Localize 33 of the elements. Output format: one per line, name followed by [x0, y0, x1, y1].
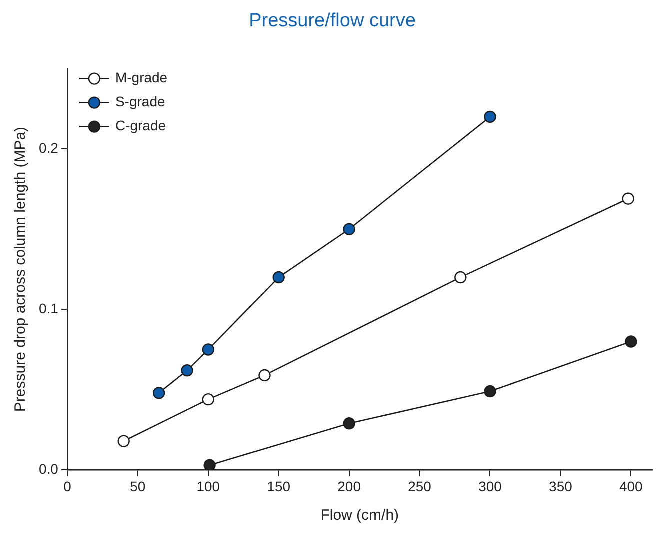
point	[152, 387, 166, 400]
y-axis-title: Pressure drop across column length (MPa)	[12, 126, 30, 412]
x-tick-label: 250	[408, 478, 432, 494]
chart-title: Pressure/flow curve	[249, 10, 416, 32]
legend-label: M-grade	[115, 70, 168, 86]
point	[118, 435, 130, 448]
x-tick-label: 100	[196, 478, 220, 494]
point	[202, 393, 214, 406]
point	[343, 418, 356, 430]
x-tick-label: 0	[64, 478, 72, 494]
legend-label: C-grade	[115, 118, 166, 134]
x-tick-label: 350	[549, 478, 573, 494]
y-tick-label: 0.2	[38, 140, 59, 156]
y-tick-label: 0.0	[38, 461, 59, 478]
point	[454, 271, 467, 284]
legend-label: S-grade	[115, 94, 166, 110]
point	[258, 369, 271, 382]
x-axis-title: Flow (cm/h)	[320, 507, 400, 524]
x-tick-label: 300	[478, 478, 502, 494]
point	[181, 364, 194, 377]
x-tick-label: 50	[130, 478, 146, 494]
x-tick-label: 150	[267, 478, 291, 494]
point	[622, 192, 634, 205]
x-tick-label: 400	[619, 478, 644, 494]
point	[484, 110, 496, 124]
point	[625, 336, 638, 348]
y-tick-label: 0.1	[38, 300, 59, 316]
point	[204, 459, 216, 470]
point	[484, 385, 496, 398]
point	[202, 344, 214, 356]
point	[272, 271, 285, 284]
x-tick-label: 200	[338, 478, 362, 494]
point	[343, 223, 356, 236]
